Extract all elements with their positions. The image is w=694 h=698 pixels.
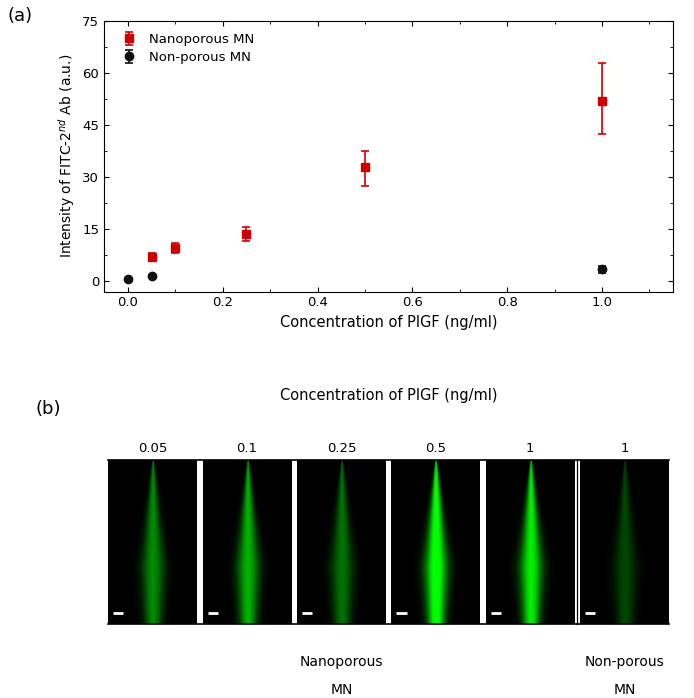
Text: MN: MN xyxy=(613,683,636,697)
Legend: Nanoporous MN, Non-porous MN: Nanoporous MN, Non-porous MN xyxy=(111,27,260,69)
Text: MN: MN xyxy=(330,683,353,697)
Text: 0.25: 0.25 xyxy=(327,442,356,455)
Text: Concentration of PlGF (ng/ml): Concentration of PlGF (ng/ml) xyxy=(280,387,498,403)
Text: 1: 1 xyxy=(620,442,629,455)
Text: (b): (b) xyxy=(36,400,61,418)
Text: 0.1: 0.1 xyxy=(237,442,257,455)
Text: Nanoporous: Nanoporous xyxy=(300,655,383,669)
Text: 1: 1 xyxy=(526,442,534,455)
Text: 0.05: 0.05 xyxy=(138,442,167,455)
Y-axis label: Intensity of FITC-2$^{nd}$ Ab (a.u.): Intensity of FITC-2$^{nd}$ Ab (a.u.) xyxy=(56,54,76,258)
Text: 0.5: 0.5 xyxy=(425,442,446,455)
Text: (a): (a) xyxy=(8,8,33,25)
X-axis label: Concentration of PlGF (ng/ml): Concentration of PlGF (ng/ml) xyxy=(280,315,498,330)
Text: Non-porous: Non-porous xyxy=(585,655,664,669)
